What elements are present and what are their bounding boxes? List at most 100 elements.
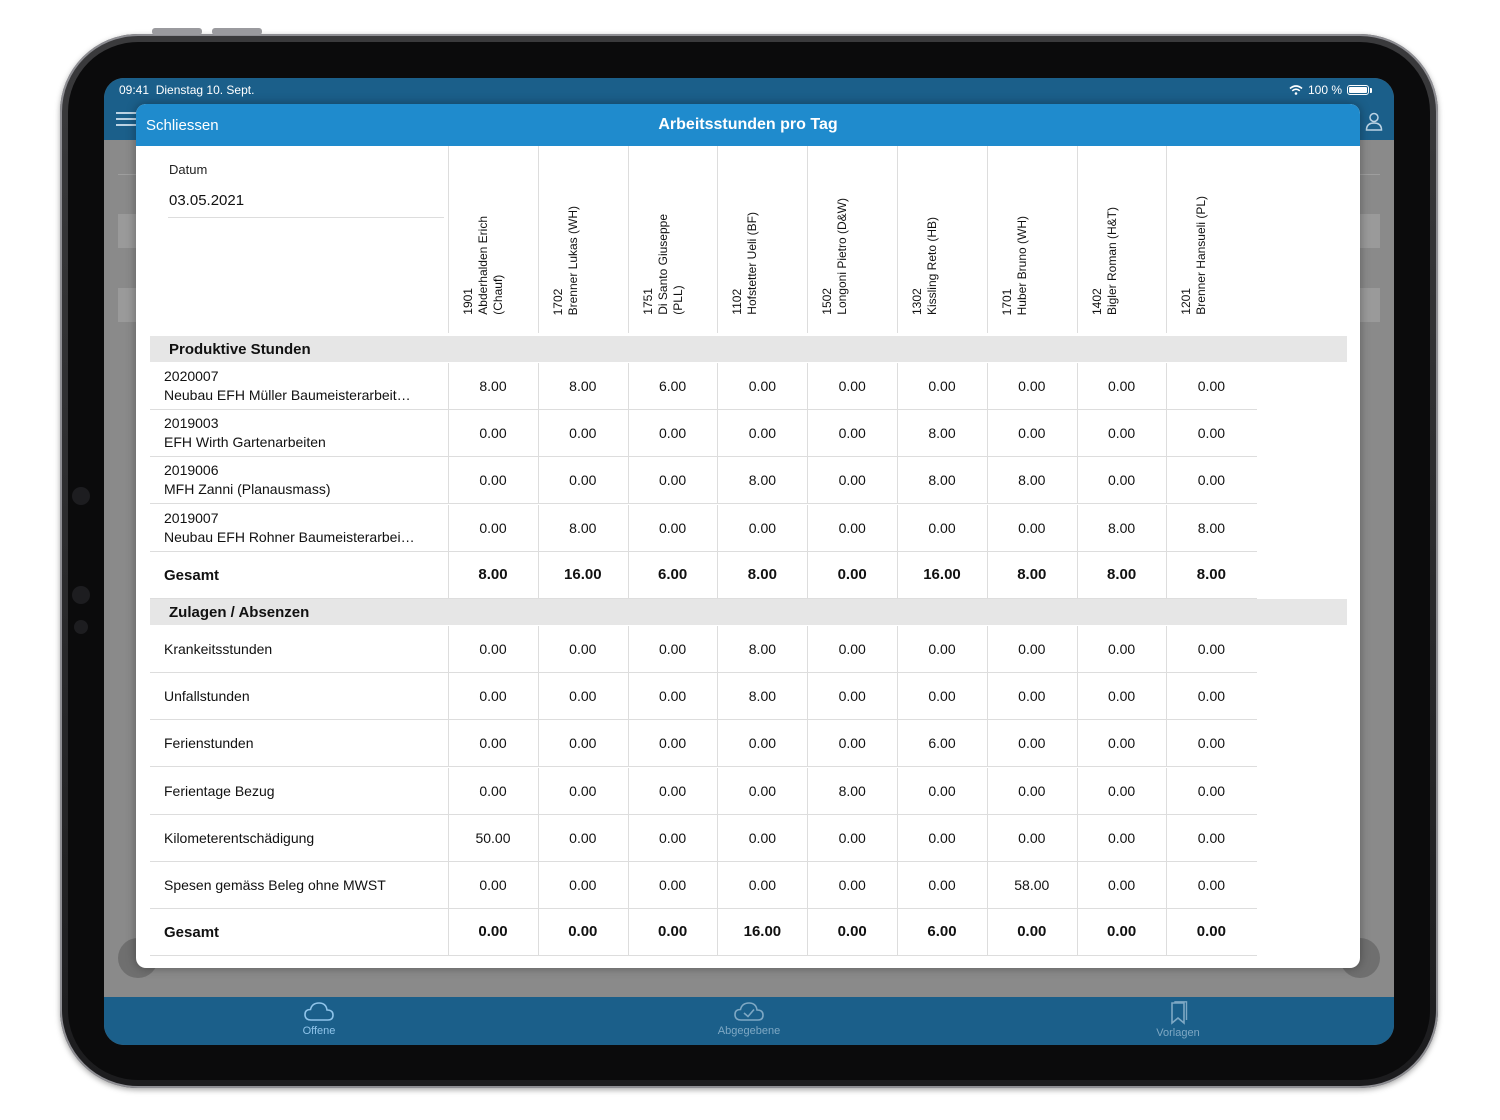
hours-cell[interactable]: 0.00	[537, 720, 627, 767]
hours-cell[interactable]: 0.00	[717, 862, 806, 908]
hours-cell[interactable]: 0.00	[537, 410, 627, 457]
hours-cell[interactable]: 0.00	[448, 720, 537, 767]
date-field[interactable]: Datum 03.05.2021	[150, 146, 448, 333]
hours-cell[interactable]: 0.00	[807, 626, 896, 672]
hours-cell[interactable]: 0.00	[1166, 626, 1255, 672]
hours-cell[interactable]: 0.00	[986, 410, 1076, 457]
hours-cell[interactable]: 0.00	[807, 862, 896, 908]
hours-cell[interactable]: 0.00	[1166, 457, 1255, 504]
hours-cell[interactable]: 0.00	[627, 410, 717, 457]
hours-cell[interactable]: 0.00	[1076, 814, 1166, 861]
hours-cell[interactable]: 0.00	[1076, 626, 1166, 672]
hours-cell[interactable]: 0.00	[448, 862, 537, 908]
hours-cell[interactable]: 8.00	[448, 363, 537, 409]
hours-cell[interactable]: 8.00	[537, 363, 627, 409]
hours-cell[interactable]: 0.00	[807, 410, 896, 457]
hours-cell[interactable]: 8.00	[537, 504, 627, 551]
hours-cell[interactable]: 0.00	[807, 673, 896, 720]
user-icon[interactable]	[1364, 111, 1384, 131]
hours-cell[interactable]: 6.00	[627, 363, 717, 409]
hours-cell[interactable]: 8.00	[807, 767, 896, 814]
hours-cell[interactable]: 8.00	[897, 410, 986, 457]
hours-cell[interactable]: 50.00	[448, 814, 537, 861]
hours-cell[interactable]: 0.00	[1166, 720, 1255, 767]
hours-cell[interactable]: 0.00	[897, 673, 986, 720]
hours-cell[interactable]: 0.00	[986, 673, 1076, 720]
hours-cell[interactable]: 0.00	[1166, 862, 1255, 908]
hours-cell[interactable]: 0.00	[1076, 410, 1166, 457]
hours-cell[interactable]: 0.00	[1076, 767, 1166, 814]
hours-cell[interactable]: 0.00	[627, 457, 717, 504]
tab-vorlagen[interactable]: Vorlagen	[1118, 1001, 1238, 1039]
hours-cell[interactable]: 0.00	[897, 862, 986, 908]
hours-cell[interactable]: 0.00	[897, 626, 986, 672]
hours-cell[interactable]: 8.00	[986, 457, 1076, 504]
hours-cell[interactable]: 0.00	[627, 673, 717, 720]
hours-cell[interactable]: 0.00	[627, 767, 717, 814]
hours-cell[interactable]: 0.00	[717, 767, 806, 814]
hours-cell[interactable]: 0.00	[897, 363, 986, 409]
hours-cell[interactable]: 0.00	[807, 504, 896, 551]
hours-cell[interactable]: 8.00	[717, 457, 806, 504]
hours-cell[interactable]: 0.00	[627, 504, 717, 551]
hours-cell[interactable]: 0.00	[986, 814, 1076, 861]
hours-cell[interactable]: 0.00	[807, 363, 896, 409]
hours-cell[interactable]: 8.00	[1076, 504, 1166, 551]
hours-cell[interactable]: 0.00	[717, 410, 806, 457]
hours-cell[interactable]: 0.00	[448, 626, 537, 672]
hours-cell[interactable]: 0.00	[1076, 457, 1166, 504]
hours-cell[interactable]: 0.00	[1076, 720, 1166, 767]
hours-cell[interactable]: 0.00	[986, 363, 1076, 409]
hours-cell[interactable]: 0.00	[986, 504, 1076, 551]
hours-cell[interactable]: 8.00	[717, 626, 806, 672]
tab-abgegebene[interactable]: Abgegebene	[689, 1001, 809, 1037]
hours-cell[interactable]: 0.00	[537, 814, 627, 861]
hours-cell[interactable]: 0.00	[537, 767, 627, 814]
hours-cell[interactable]: 0.00	[807, 457, 896, 504]
hours-cell[interactable]: 0.00	[627, 814, 717, 861]
hours-cell[interactable]: 0.00	[1076, 363, 1166, 409]
menu-icon[interactable]	[116, 112, 136, 126]
hours-cell[interactable]: 0.00	[448, 504, 537, 551]
hours-cell[interactable]: 0.00	[1076, 673, 1166, 720]
hours-cell[interactable]: 0.00	[897, 767, 986, 814]
hours-cell[interactable]: 6.00	[897, 720, 986, 767]
hours-cell[interactable]: 8.00	[1166, 504, 1255, 551]
table-row: Unfallstunden 0.00 0.00 0.00 8.00 0.00 0.00 0.0…	[150, 673, 1257, 721]
hours-cell[interactable]: 0.00	[897, 814, 986, 861]
hours-cell[interactable]: 8.00	[897, 457, 986, 504]
hours-cell[interactable]: 0.00	[1166, 767, 1255, 814]
hours-cell[interactable]: 0.00	[1076, 862, 1166, 908]
hours-cell[interactable]: 0.00	[537, 457, 627, 504]
hours-cell[interactable]: 0.00	[448, 410, 537, 457]
hours-cell[interactable]: 0.00	[897, 504, 986, 551]
hours-cell[interactable]: 0.00	[717, 814, 806, 861]
hours-cell[interactable]: 0.00	[717, 720, 806, 767]
hours-cell[interactable]: 0.00	[537, 862, 627, 908]
hours-cell[interactable]: 58.00	[986, 862, 1076, 908]
hours-cell[interactable]: 0.00	[448, 457, 537, 504]
hours-cell[interactable]: 0.00	[807, 814, 896, 861]
hours-cell[interactable]: 0.00	[1166, 410, 1255, 457]
hours-cell[interactable]: 0.00	[448, 673, 537, 720]
hours-cell[interactable]: 0.00	[537, 673, 627, 720]
hours-cell[interactable]: 0.00	[627, 862, 717, 908]
hours-cell[interactable]: 0.00	[807, 720, 896, 767]
hours-cell[interactable]: 0.00	[986, 767, 1076, 814]
hours-cell[interactable]: 0.00	[537, 626, 627, 672]
hours-cell[interactable]: 0.00	[1166, 814, 1255, 861]
hours-cell[interactable]: 0.00	[717, 363, 806, 409]
hours-cell[interactable]: 0.00	[986, 626, 1076, 672]
date-value[interactable]: 03.05.2021	[169, 192, 245, 209]
hours-cell[interactable]: 0.00	[1166, 363, 1255, 409]
hours-cell[interactable]: 0.00	[627, 720, 717, 767]
hours-cell[interactable]: 0.00	[448, 767, 537, 814]
close-button[interactable]: Schliessen	[146, 117, 219, 134]
hours-cell[interactable]: 0.00	[627, 626, 717, 672]
hours-cell[interactable]: 0.00	[1166, 673, 1255, 720]
hours-cell[interactable]: 0.00	[986, 720, 1076, 767]
tab-offene[interactable]: Offene	[259, 1001, 379, 1037]
hours-cell[interactable]: 8.00	[717, 673, 806, 720]
employee-name: 1402 Bigler Roman (H&T)	[1090, 207, 1120, 315]
hours-cell[interactable]: 0.00	[717, 504, 806, 551]
